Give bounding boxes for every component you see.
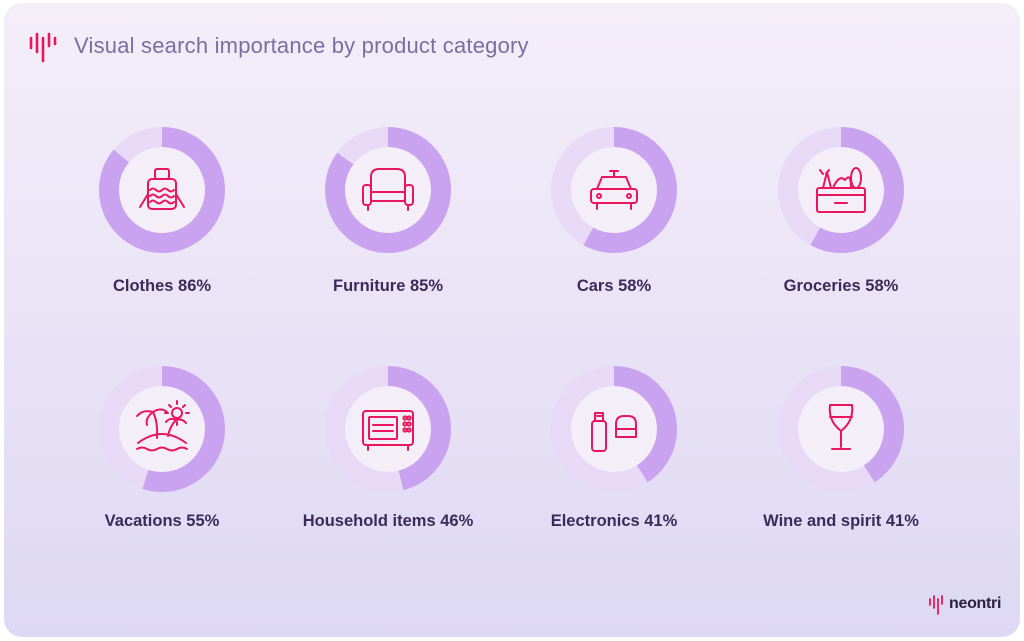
donut-value-arc-household-items <box>325 366 451 492</box>
category-label-vacations: Vacations 55% <box>104 512 220 530</box>
infographic-card: Visual search importance by product cate… <box>4 3 1020 637</box>
category-label-furniture: Furniture 85% <box>332 277 444 295</box>
donut-vacations <box>99 366 225 492</box>
donut-center <box>345 147 431 233</box>
donut-furniture <box>325 127 451 253</box>
neontri-mark-icon <box>929 595 943 615</box>
donut-center <box>798 386 884 472</box>
donut-value-arc-wine-and-spirit <box>778 366 904 492</box>
category-label-cars: Cars 58% <box>576 277 652 295</box>
header: Visual search importance by product cate… <box>28 29 529 63</box>
donut-value-arc-vacations <box>99 366 225 492</box>
donut-household-items <box>325 366 451 492</box>
donut-value-arc-electronics <box>551 366 677 492</box>
brand-name: neontri <box>949 595 1002 612</box>
donut-value-arc-furniture <box>325 127 451 253</box>
donut-wine-and-spirit <box>778 366 904 492</box>
donut-groceries <box>778 127 904 253</box>
donut-center <box>798 147 884 233</box>
donut-clothes <box>99 127 225 253</box>
donut-center <box>571 386 657 472</box>
page-title: Visual search importance by product cate… <box>74 33 529 58</box>
donut-chart-grid <box>99 127 904 492</box>
category-label-clothes: Clothes 86% <box>112 277 212 295</box>
donut-value-arc-groceries <box>778 127 904 253</box>
donut-value-arc-cars <box>551 127 677 253</box>
category-label-wine-and-spirit: Wine and spirit 41% <box>763 512 919 530</box>
donut-value-arc-clothes <box>99 127 225 253</box>
category-label-household-items: Household items 46% <box>302 512 474 530</box>
category-label-groceries: Groceries 58% <box>783 277 899 295</box>
neontri-logo-icon <box>29 32 57 63</box>
donut-electronics <box>551 366 677 492</box>
donut-center <box>345 386 431 472</box>
donut-cars <box>551 127 677 253</box>
donut-center <box>119 386 205 472</box>
category-label-electronics: Electronics 41% <box>550 512 678 530</box>
brand-logo: neontri <box>928 593 1001 615</box>
